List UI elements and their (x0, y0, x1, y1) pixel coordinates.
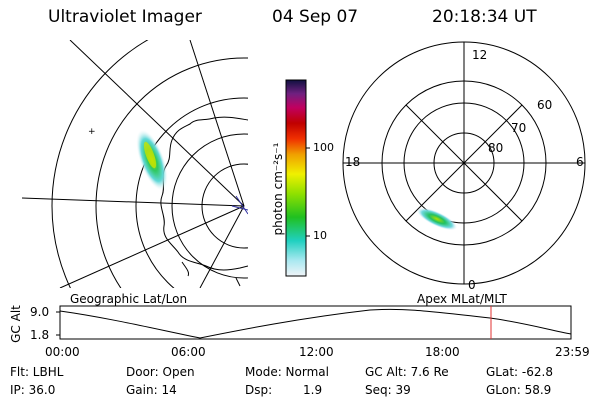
lat-circle (201, 163, 248, 249)
geographic-label: Geographic Lat/Lon (70, 292, 188, 306)
time-tick-0000: 00:00 (45, 345, 80, 359)
mlt-label-6: 6 (576, 155, 584, 169)
lat-label-60: 60 (537, 98, 553, 112)
seq-info: Seq: 39 (365, 383, 411, 397)
lat-circle (51, 40, 149, 288)
filter-info: Flt: LBHL (10, 365, 64, 379)
altitude-tick-9: 9.0 (30, 305, 50, 319)
lat-circle (135, 97, 248, 288)
mlt-label-18: 18 (345, 155, 361, 169)
time-tick-2359: 23:59 (555, 345, 590, 359)
apex-label: Apex MLat/MLT (417, 292, 507, 306)
date-label: 04 Sep 07 (272, 7, 359, 27)
ip-info: IP: 36.0 (10, 383, 56, 397)
colorbar-tick-10: 10 (313, 229, 327, 242)
lat-circle (95, 57, 248, 288)
altitude-axis-label: GC Alt (9, 305, 23, 343)
colorbar-tick-100: 100 (313, 141, 334, 154)
time-label: 20:18:34 UT (432, 7, 537, 27)
lat-label-80: 80 (488, 141, 504, 155)
time-tick-0600: 06:00 (171, 345, 206, 359)
svg-text:+: + (88, 127, 96, 137)
dsp-value: 1.9 (303, 383, 323, 397)
gc-alt-info: GC Alt: 7.6 Re (365, 365, 449, 379)
glon-info: GLon: 58.9 (486, 383, 552, 397)
aurora-emission-polar (416, 207, 458, 231)
gain-info: Gain: 14 (126, 383, 177, 397)
time-tick-1200: 12:00 (299, 345, 334, 359)
glat-info: GLat: -62.8 (486, 365, 553, 379)
lat-label-70: 70 (511, 121, 527, 135)
altitude-curve (59, 308, 572, 339)
door-info: Door: Open (126, 365, 195, 379)
mode-info: Mode: Normal (245, 365, 329, 379)
mlt-label-0: 0 (468, 278, 476, 292)
altitude-tick-1-8: 1.8 (30, 328, 50, 342)
dsp-label: Dsp: (245, 383, 273, 397)
lat-circle (171, 133, 248, 279)
mlt-label-12: 12 (472, 48, 488, 62)
app-title: Ultraviolet Imager (48, 7, 202, 27)
time-tick-1800: 18:00 (425, 345, 460, 359)
